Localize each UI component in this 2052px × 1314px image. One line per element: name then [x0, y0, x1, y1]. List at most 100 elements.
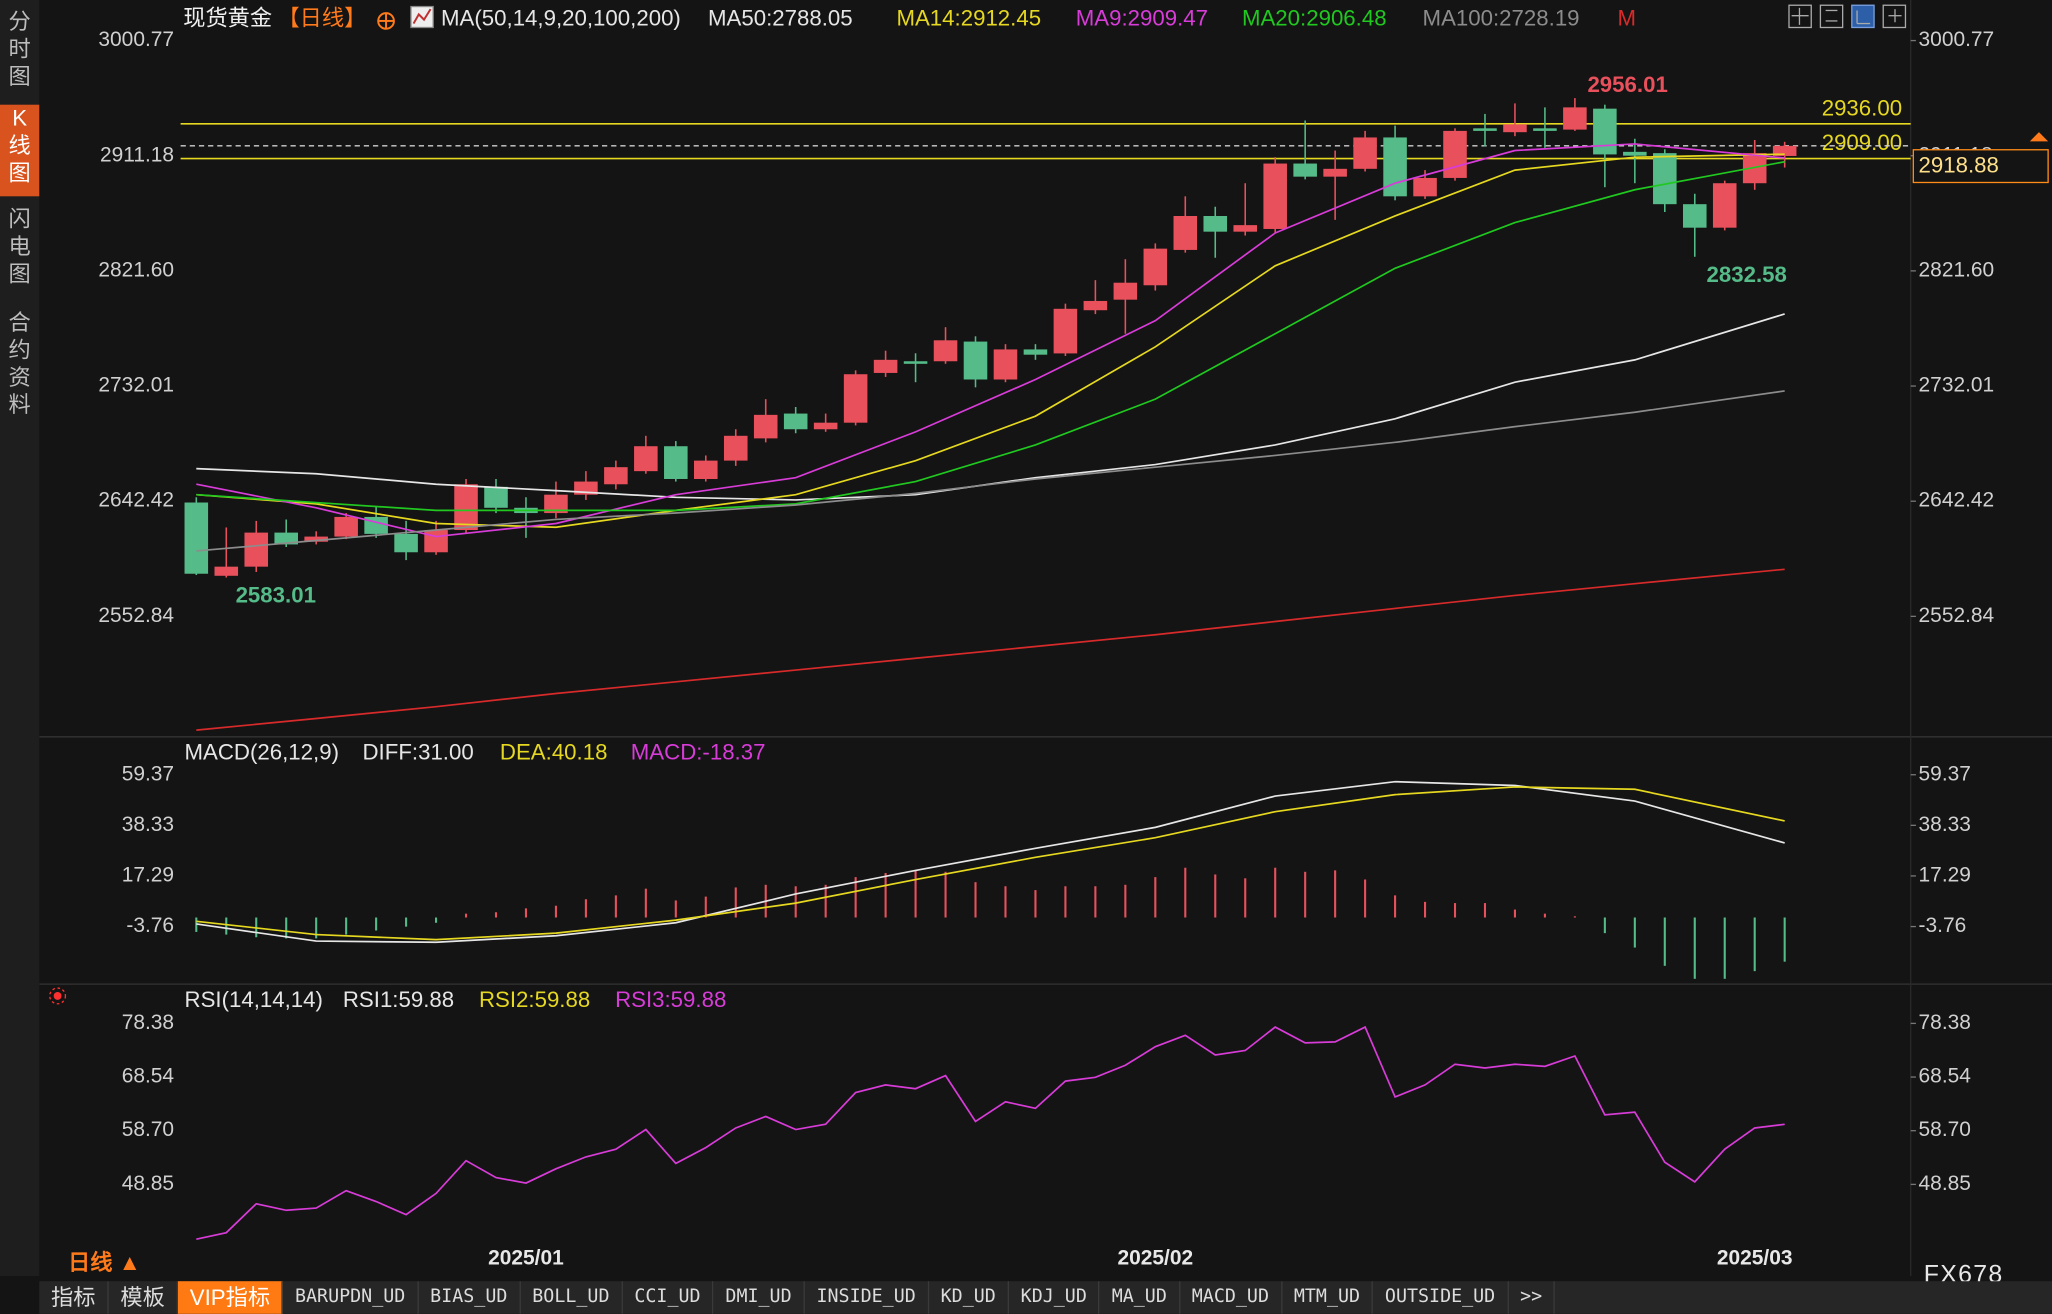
x-tick-label: 2025/03	[1717, 1247, 1793, 1270]
period-selector[interactable]: 日线 ▲	[68, 1249, 141, 1275]
candle-body	[1173, 215, 1198, 250]
legend-entry: M	[1618, 6, 1637, 31]
candle-body	[334, 516, 358, 537]
indicator-icon[interactable]	[410, 5, 434, 29]
indicator-tab[interactable]: MA_UD	[1100, 1281, 1180, 1314]
candle-body	[604, 467, 628, 485]
x-tick-label: 2025/02	[1118, 1247, 1194, 1270]
y-tick-label-right: 2821.60	[1919, 258, 1995, 281]
indicator-tab-text: OUTSIDE_UD	[1384, 1286, 1496, 1308]
y-tick-label: 2642.42	[98, 489, 174, 512]
y-tick-label-right: 78.38	[1919, 1011, 1971, 1034]
indicator-tab-text: VIP指标	[189, 1285, 271, 1311]
indicator-tab[interactable]: BARUPDN_UD	[283, 1281, 419, 1314]
candle-body	[214, 566, 239, 576]
y-tick-label: 2552.84	[98, 604, 174, 627]
y-tick-label-right: 17.29	[1919, 863, 1971, 886]
indicator-tab[interactable]: KD_UD	[929, 1281, 1009, 1314]
candle-body	[634, 446, 658, 472]
candle-body	[1682, 204, 1707, 228]
legend-entry: DIFF:31.00	[363, 740, 474, 765]
candle-body	[1772, 145, 1797, 156]
candle-body	[963, 341, 988, 380]
candle-body	[1653, 153, 1677, 205]
candle-body	[1712, 183, 1737, 228]
candle-body	[1593, 108, 1617, 155]
add-icon[interactable]	[377, 12, 395, 30]
indicator-tab[interactable]: 模板	[109, 1281, 178, 1314]
indicator-tab[interactable]: BIAS_UD	[418, 1281, 521, 1314]
sidebar-tab-text: K线图	[8, 106, 31, 186]
indicator-label: MA(50,14,9,20,100,200)	[441, 6, 681, 31]
candle-body	[753, 414, 778, 439]
y-tick-label-right: 2552.84	[1919, 604, 1995, 627]
sidebar-tab[interactable]: K线图	[0, 104, 40, 197]
candle-body	[1083, 300, 1108, 311]
candle-body	[723, 435, 748, 461]
candle-body	[394, 533, 418, 553]
legend-entry: MA50:2788.05	[708, 6, 853, 31]
candle-body	[1623, 151, 1647, 156]
indicator-tab[interactable]: INSIDE_UD	[805, 1281, 929, 1314]
indicator-tab-text: KDJ_UD	[1020, 1286, 1087, 1308]
candle-body	[544, 494, 568, 514]
indicator-tab[interactable]: VIP指标	[177, 1281, 284, 1314]
sidebar-tab[interactable]: 分时图	[0, 8, 39, 100]
candle-body	[1113, 282, 1138, 300]
indicator-tab-text: CCI_UD	[634, 1286, 701, 1308]
candle-body	[1503, 124, 1527, 133]
indicator-tab[interactable]: BOLL_UD	[520, 1281, 623, 1314]
candle-body	[1203, 215, 1228, 232]
legend-entry: MA14:2912.45	[896, 6, 1041, 31]
candle-body	[1353, 137, 1377, 169]
sidebar-tab[interactable]: 闪电图	[0, 205, 39, 297]
legend-entry: MA9:2909.47	[1076, 6, 1208, 31]
indicator-tab-text: >>	[1520, 1286, 1543, 1308]
indicator-tab[interactable]: OUTSIDE_UD	[1373, 1281, 1509, 1314]
candle-body	[304, 536, 328, 542]
sidebar-tab-text: 合约资料	[8, 310, 31, 418]
indicator-title: MACD(26,12,9)	[185, 740, 339, 765]
y-tick-label: 3000.77	[98, 28, 174, 51]
y-tick-label: 78.38	[122, 1011, 174, 1034]
candle-body	[903, 361, 928, 364]
candle-body	[933, 340, 958, 362]
sidebar: 分时图 K线图闪电图合约资料	[0, 0, 40, 1276]
candle-body	[1143, 248, 1168, 286]
indicator-tab-text: MA_UD	[1111, 1286, 1167, 1308]
candle-body	[1023, 349, 1048, 355]
indicator-tab[interactable]: 指标	[39, 1281, 109, 1314]
indicator-tab-text: KD_UD	[940, 1286, 996, 1308]
y-tick-label: 48.85	[122, 1172, 174, 1195]
y-tick-label-right: 68.54	[1919, 1065, 1972, 1088]
sidebar-tab-text: 闪电图	[8, 206, 31, 287]
extreme-label: 2832.58	[1707, 262, 1787, 287]
sidebar-tab[interactable]: 合约资料	[0, 309, 39, 427]
scroll-arrow[interactable]	[2029, 132, 2049, 142]
y-tick-label: 2821.60	[98, 258, 174, 281]
y-tick-label-right: 48.85	[1919, 1172, 1971, 1195]
candle-body	[1443, 130, 1467, 178]
candle-body	[783, 413, 808, 430]
indicator-tab[interactable]: MACD_UD	[1180, 1281, 1283, 1314]
candle-body	[1233, 225, 1258, 232]
indicator-tab[interactable]: CCI_UD	[623, 1281, 714, 1314]
indicator-tab[interactable]: MTM_UD	[1282, 1281, 1374, 1314]
y-tick-label: 17.29	[122, 863, 174, 886]
indicator-tab[interactable]: DMI_UD	[714, 1281, 805, 1314]
indicator-title: RSI(14,14,14)	[185, 987, 323, 1012]
y-tick-label-right: 2642.42	[1919, 489, 1995, 512]
candle-body	[1323, 168, 1347, 177]
toolbar-icons[interactable]	[1788, 4, 1907, 29]
indicator-tabs: 指标 模板 VIP指标 BARUPDN_UD BIAS_UD BOLL_UD CCI_UD D…	[39, 1281, 2052, 1314]
last-price-box	[1912, 149, 2049, 184]
indicator-tab[interactable]: >>	[1508, 1281, 1556, 1314]
indicator-tab-text: 模板	[120, 1285, 165, 1311]
legend-entry: RSI1:59.88	[343, 987, 454, 1012]
rsi-icon[interactable]	[49, 987, 67, 1005]
indicator-tab[interactable]: KDJ_UD	[1009, 1281, 1100, 1314]
candle-body	[184, 502, 209, 574]
indicator-line	[196, 780, 1785, 944]
